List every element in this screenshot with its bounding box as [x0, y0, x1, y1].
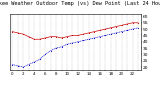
Text: Milwaukee Weather Outdoor Temp (vs) Dew Point (Last 24 Hours): Milwaukee Weather Outdoor Temp (vs) Dew …: [0, 1, 160, 6]
